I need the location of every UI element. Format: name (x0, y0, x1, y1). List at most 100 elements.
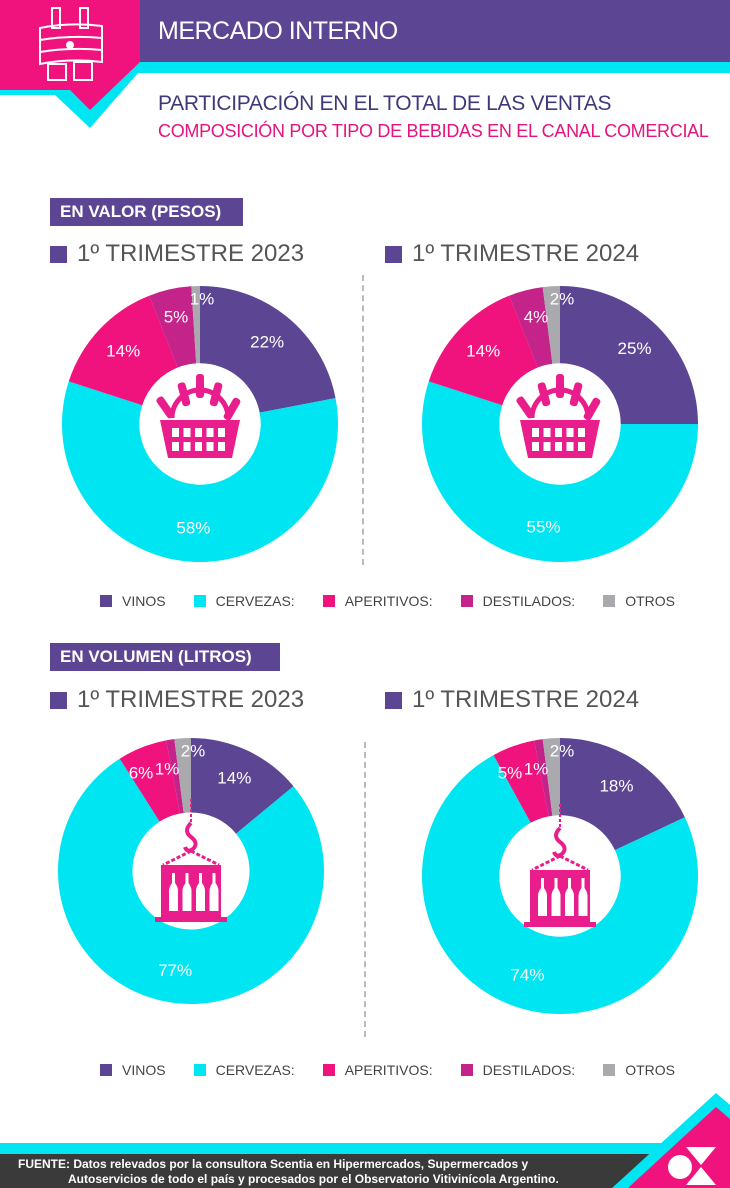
basket-hole (218, 428, 225, 437)
legend-item-otros: OTROS (603, 593, 675, 609)
donut-label-otros: 2% (550, 289, 575, 308)
donut-slice-vinos (200, 286, 336, 413)
crate-bottle (538, 878, 547, 916)
basket-hole (543, 428, 551, 437)
crane-hook (183, 821, 198, 853)
crate-bottle (169, 873, 178, 911)
footer-line-1: FUENTE: Datos relevados por la consultor… (18, 1157, 529, 1171)
basket-hole (532, 428, 539, 437)
basket-handle (529, 387, 591, 419)
legend-valor: VINOS CERVEZAS: APERITIVOS: DESTILADOS: … (100, 593, 703, 609)
donut-slice-cervezas (61, 381, 339, 562)
basket-hole (566, 442, 574, 451)
donut-slice-aperitivos (493, 740, 549, 823)
legend-label: APERITIVOS: (344, 593, 433, 609)
legend-label: DESTILADOS: (482, 593, 576, 609)
basket-hole (206, 428, 214, 437)
section-label-valor: EN VALOR (PESOS) (50, 198, 243, 226)
shopping-basket-icon (156, 374, 241, 458)
donut-slice-otros (542, 738, 560, 816)
legend-swatch (193, 595, 206, 607)
legend-label: VINOS (122, 1062, 166, 1078)
donut-label-vinos: 22% (250, 332, 284, 351)
period-title-text: 1º TRIMESTRE 2023 (77, 686, 305, 713)
badge-pink-shape (0, 0, 140, 110)
legend-item-destilados: DESTILADOS: (460, 593, 576, 609)
sub-title: COMPOSICIÓN POR TIPO DE BEBIDAS EN EL CA… (158, 121, 709, 141)
period-title-valor-2023: 1º TRIMESTRE 2023 (50, 240, 304, 268)
donut-slice-destilados (166, 739, 184, 814)
donut-label-destilados: 1% (524, 759, 549, 778)
crate-bottle (565, 878, 574, 916)
bottle-shape (196, 374, 204, 398)
donut-chart-valor-2024: 25% 55% 14% 4%2% (422, 286, 698, 563)
crate-bottle (182, 873, 192, 911)
crane-crate-icon (524, 804, 596, 927)
section-label-volumen: EN VOLUMEN (LITROS) (50, 643, 280, 671)
crate-base (524, 922, 596, 927)
legend-item-aperitivos: APERITIVOS: (322, 1062, 433, 1078)
basket-body (160, 420, 240, 458)
basket-hole (532, 442, 539, 451)
donut-slice-aperitivos (428, 295, 538, 406)
legend-swatch (603, 1064, 616, 1076)
basket-hole (183, 442, 191, 451)
footer-source-note: FUENTE: Datos relevados por la consultor… (18, 1157, 559, 1187)
footer-pink-triangle (628, 1107, 730, 1188)
legend-label: VINOS (122, 593, 166, 609)
basket-hole (183, 428, 191, 437)
donut-slice-vinos (560, 738, 685, 851)
wine-bottles-flag-icon (39, 7, 103, 81)
period-marker (50, 245, 67, 263)
header-band (100, 0, 730, 62)
crane-slings (162, 849, 220, 867)
footer-bar (0, 1154, 730, 1188)
donut-slice-aperitivos (119, 740, 181, 822)
legend-label: DESTILADOS: (482, 1062, 576, 1078)
donut-label-vinos: 25% (617, 339, 651, 358)
donut-label-vinos: 18% (599, 777, 633, 796)
donut-chart-valor-2023: 22% 58% 14% 5%1% (61, 286, 339, 562)
period-marker (385, 691, 402, 709)
crate-bottle (551, 878, 561, 916)
legend-item-vinos: VINOS (100, 1062, 166, 1078)
crate-base (155, 917, 227, 922)
donut-label-cervezas: 55% (527, 518, 561, 537)
basket-body (520, 420, 600, 458)
basket-hole (555, 428, 562, 437)
period-title-text: 1º TRIMESTRE 2024 (412, 686, 640, 713)
footer-accent-stripe (0, 1143, 730, 1154)
period-title-valor-2024: 1º TRIMESTRE 2024 (385, 240, 639, 268)
footer-line-2: Autoservicios de todo el país y procesad… (68, 1172, 559, 1186)
header-title: MERCADO INTERNO (158, 17, 398, 45)
basket-hole (566, 428, 574, 437)
donut-label-cervezas: 58% (176, 519, 210, 538)
crate-bottle (578, 878, 588, 916)
legend-item-cervezas: CERVEZAS: (193, 1062, 295, 1078)
legend-swatch (100, 595, 112, 607)
donut-slice-vinos (191, 738, 294, 834)
donut-label-aperitivos: 5% (498, 763, 523, 782)
crate-bottle (209, 873, 219, 911)
legend-swatch (322, 1064, 335, 1076)
legend-item-cervezas: CERVEZAS: (193, 593, 295, 609)
donut-label-aperitivos: 6% (129, 763, 154, 782)
donut-chart-volumen-2023: 14% 77% 6% 1%2% (57, 738, 324, 1004)
legend-label: APERITIVOS: (344, 1062, 433, 1078)
legend-volumen: VINOS CERVEZAS: APERITIVOS: DESTILADOS: … (100, 1062, 703, 1078)
donut-label-otros: 1% (190, 289, 215, 308)
legend-swatch (460, 595, 473, 607)
main-title: PARTICIPACIÓN EN EL TOTAL DE LAS VENTAS (158, 92, 612, 115)
donut-slice-otros (542, 286, 560, 364)
donut-slice-aperitivos (68, 295, 178, 406)
basket-hole (555, 442, 562, 451)
period-title-volumen-2024: 1º TRIMESTRE 2024 (385, 686, 639, 714)
donut-slice-destilados (509, 287, 553, 368)
legend-swatch (322, 595, 335, 607)
chart-divider (364, 742, 366, 1037)
shopping-basket-icon (516, 374, 601, 458)
donut-label-cervezas: 77% (158, 961, 192, 980)
basket-hole (172, 428, 179, 437)
basket-hole (206, 442, 214, 451)
ova-logo-icon (668, 1147, 716, 1185)
